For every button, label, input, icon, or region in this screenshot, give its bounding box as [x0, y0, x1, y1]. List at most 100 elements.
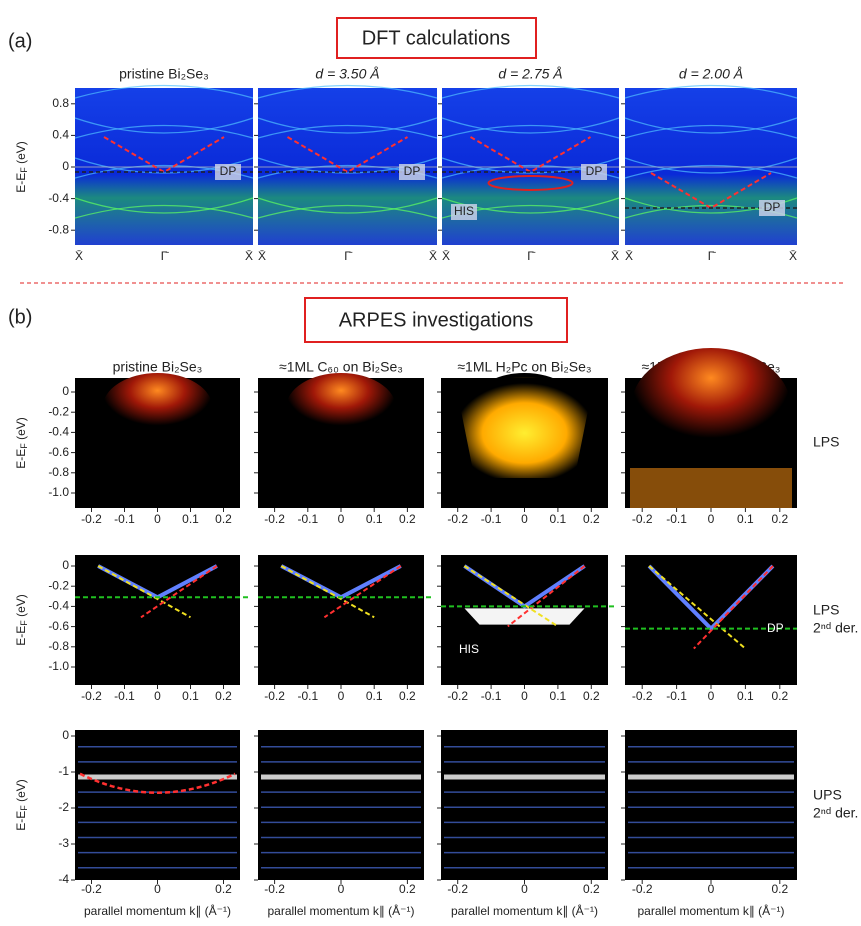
- y-label-sub: F: [19, 805, 29, 811]
- panel-title: d = 2.00 Å: [679, 66, 743, 82]
- y-tick-label: -3: [58, 836, 69, 850]
- y-label-sub: F: [19, 620, 29, 626]
- y-label-main: E-E: [14, 626, 28, 646]
- heading: DFT calculations: [362, 27, 511, 49]
- x-tick-label: 0.2: [399, 689, 416, 703]
- panel-title: d = 2.75 Å: [498, 66, 562, 82]
- x-tick-label: 0.1: [366, 689, 383, 703]
- x-tick-label: -0.2: [264, 882, 285, 896]
- panel-label: (a): [8, 30, 32, 52]
- dirac-cone: [469, 136, 592, 174]
- x-axis-label: parallel momentum k∥ (Å⁻¹): [451, 903, 598, 918]
- intensity: [454, 378, 595, 478]
- y-tick-label: 0: [62, 728, 69, 742]
- annotation-box: [759, 200, 785, 216]
- dirac-cone: [103, 136, 225, 174]
- annotation: DP: [220, 164, 237, 178]
- annotation-box: [581, 164, 607, 180]
- dirac-fit: [463, 565, 559, 628]
- y-tick-label: -0.8: [48, 639, 69, 653]
- x-tick-label: -0.2: [632, 512, 653, 526]
- x-tick-label: -0.2: [632, 882, 653, 896]
- row-label: LPS: [813, 602, 839, 618]
- band: [257, 124, 438, 139]
- panel-title: ≈1ML H₂Pc on Bi₂Se₃: [457, 359, 591, 375]
- x-tick-label: 0: [521, 689, 528, 703]
- x-tick-label: -0.2: [264, 689, 285, 703]
- row-label: 2ⁿᵈ der.: [813, 620, 858, 636]
- x-tick-label: X̄: [442, 249, 450, 263]
- x-tick-label: 0.1: [550, 512, 567, 526]
- x-tick-label: 0.2: [583, 512, 600, 526]
- x-tick-label: 0: [338, 882, 345, 896]
- panel-title: pristine Bi₂Se₃: [113, 359, 203, 375]
- y-axis-label: E-EF (eV): [14, 594, 29, 646]
- band: [74, 204, 254, 219]
- x-tick-label: 0.1: [366, 512, 383, 526]
- dirac-cone: [650, 172, 772, 210]
- x-tick-label: -0.2: [632, 689, 653, 703]
- dirac-fit: [507, 565, 586, 628]
- dirac-fit: [693, 565, 774, 650]
- x-tick-label: 0: [154, 512, 161, 526]
- x-tick-label: 0.2: [215, 512, 232, 526]
- his-marker: [487, 175, 574, 191]
- intensity: [630, 468, 792, 508]
- dirac-fit: [97, 565, 191, 619]
- arpes-map: [258, 730, 424, 880]
- band: [257, 204, 438, 219]
- x-tick-label: -0.1: [297, 512, 318, 526]
- x-tick-label: 0: [338, 512, 345, 526]
- band: [441, 124, 620, 139]
- y-label-unit: (eV): [14, 779, 28, 805]
- y-tick-label: -0.2: [48, 404, 69, 418]
- x-tick-label: -0.2: [81, 689, 102, 703]
- x-axis-label: parallel momentum k∥ (Å⁻¹): [84, 903, 231, 918]
- y-tick-label: -0.2: [48, 578, 69, 592]
- arpes-map: [441, 730, 608, 880]
- x-tick-label: -0.1: [297, 689, 318, 703]
- annotation-box: [215, 164, 241, 180]
- heading-box: [304, 297, 568, 343]
- x-tick-label: 0.1: [737, 689, 754, 703]
- y-tick-label: -0.4: [48, 425, 69, 439]
- band: [441, 84, 620, 99]
- band: [257, 197, 438, 214]
- row-label: UPS: [813, 787, 842, 803]
- x-tick-label: -0.2: [81, 512, 102, 526]
- x-tick-label: 0.2: [215, 689, 232, 703]
- y-label-main: E-E: [14, 173, 28, 193]
- panel-title: ≈1ML C₆₀ on Bi₂Se₃: [279, 359, 403, 375]
- x-tick-label: 0: [708, 689, 715, 703]
- x-tick-label: 0.2: [583, 689, 600, 703]
- arpes-map: [258, 555, 424, 685]
- y-tick-label: -1: [58, 764, 69, 778]
- y-tick-label: -0.6: [48, 619, 69, 633]
- annotation: HIS: [459, 642, 479, 656]
- y-axis-label: E-EF (eV): [14, 779, 29, 831]
- y-label-main: E-E: [14, 811, 28, 831]
- annotation: DP: [586, 164, 603, 178]
- x-tick-label: X̄: [75, 249, 83, 263]
- panel-label: (b): [8, 306, 32, 328]
- dirac-fit: [140, 565, 218, 619]
- panel-title: pristine Bi₂Se₃: [119, 66, 209, 82]
- x-tick-label: 0.2: [771, 882, 788, 896]
- heading-box: [336, 17, 537, 59]
- annotation: DP: [764, 200, 781, 214]
- y-tick-label: -0.8: [48, 222, 69, 236]
- x-tick-label: X̄: [789, 249, 797, 263]
- x-tick-label: -0.1: [481, 689, 502, 703]
- dft-map: [625, 88, 797, 245]
- x-tick-label: -0.1: [666, 512, 687, 526]
- arpes-map: [75, 730, 240, 880]
- y-tick-label: 0.8: [52, 96, 69, 110]
- x-tick-label: X̄: [245, 249, 253, 263]
- band: [74, 124, 254, 139]
- x-tick-label: 0: [338, 689, 345, 703]
- annotation: DP: [404, 164, 421, 178]
- x-tick-label: 0.1: [182, 512, 199, 526]
- band: [257, 117, 438, 134]
- x-tick-label: Γ̄: [344, 249, 353, 263]
- heading: ARPES investigations: [339, 309, 534, 331]
